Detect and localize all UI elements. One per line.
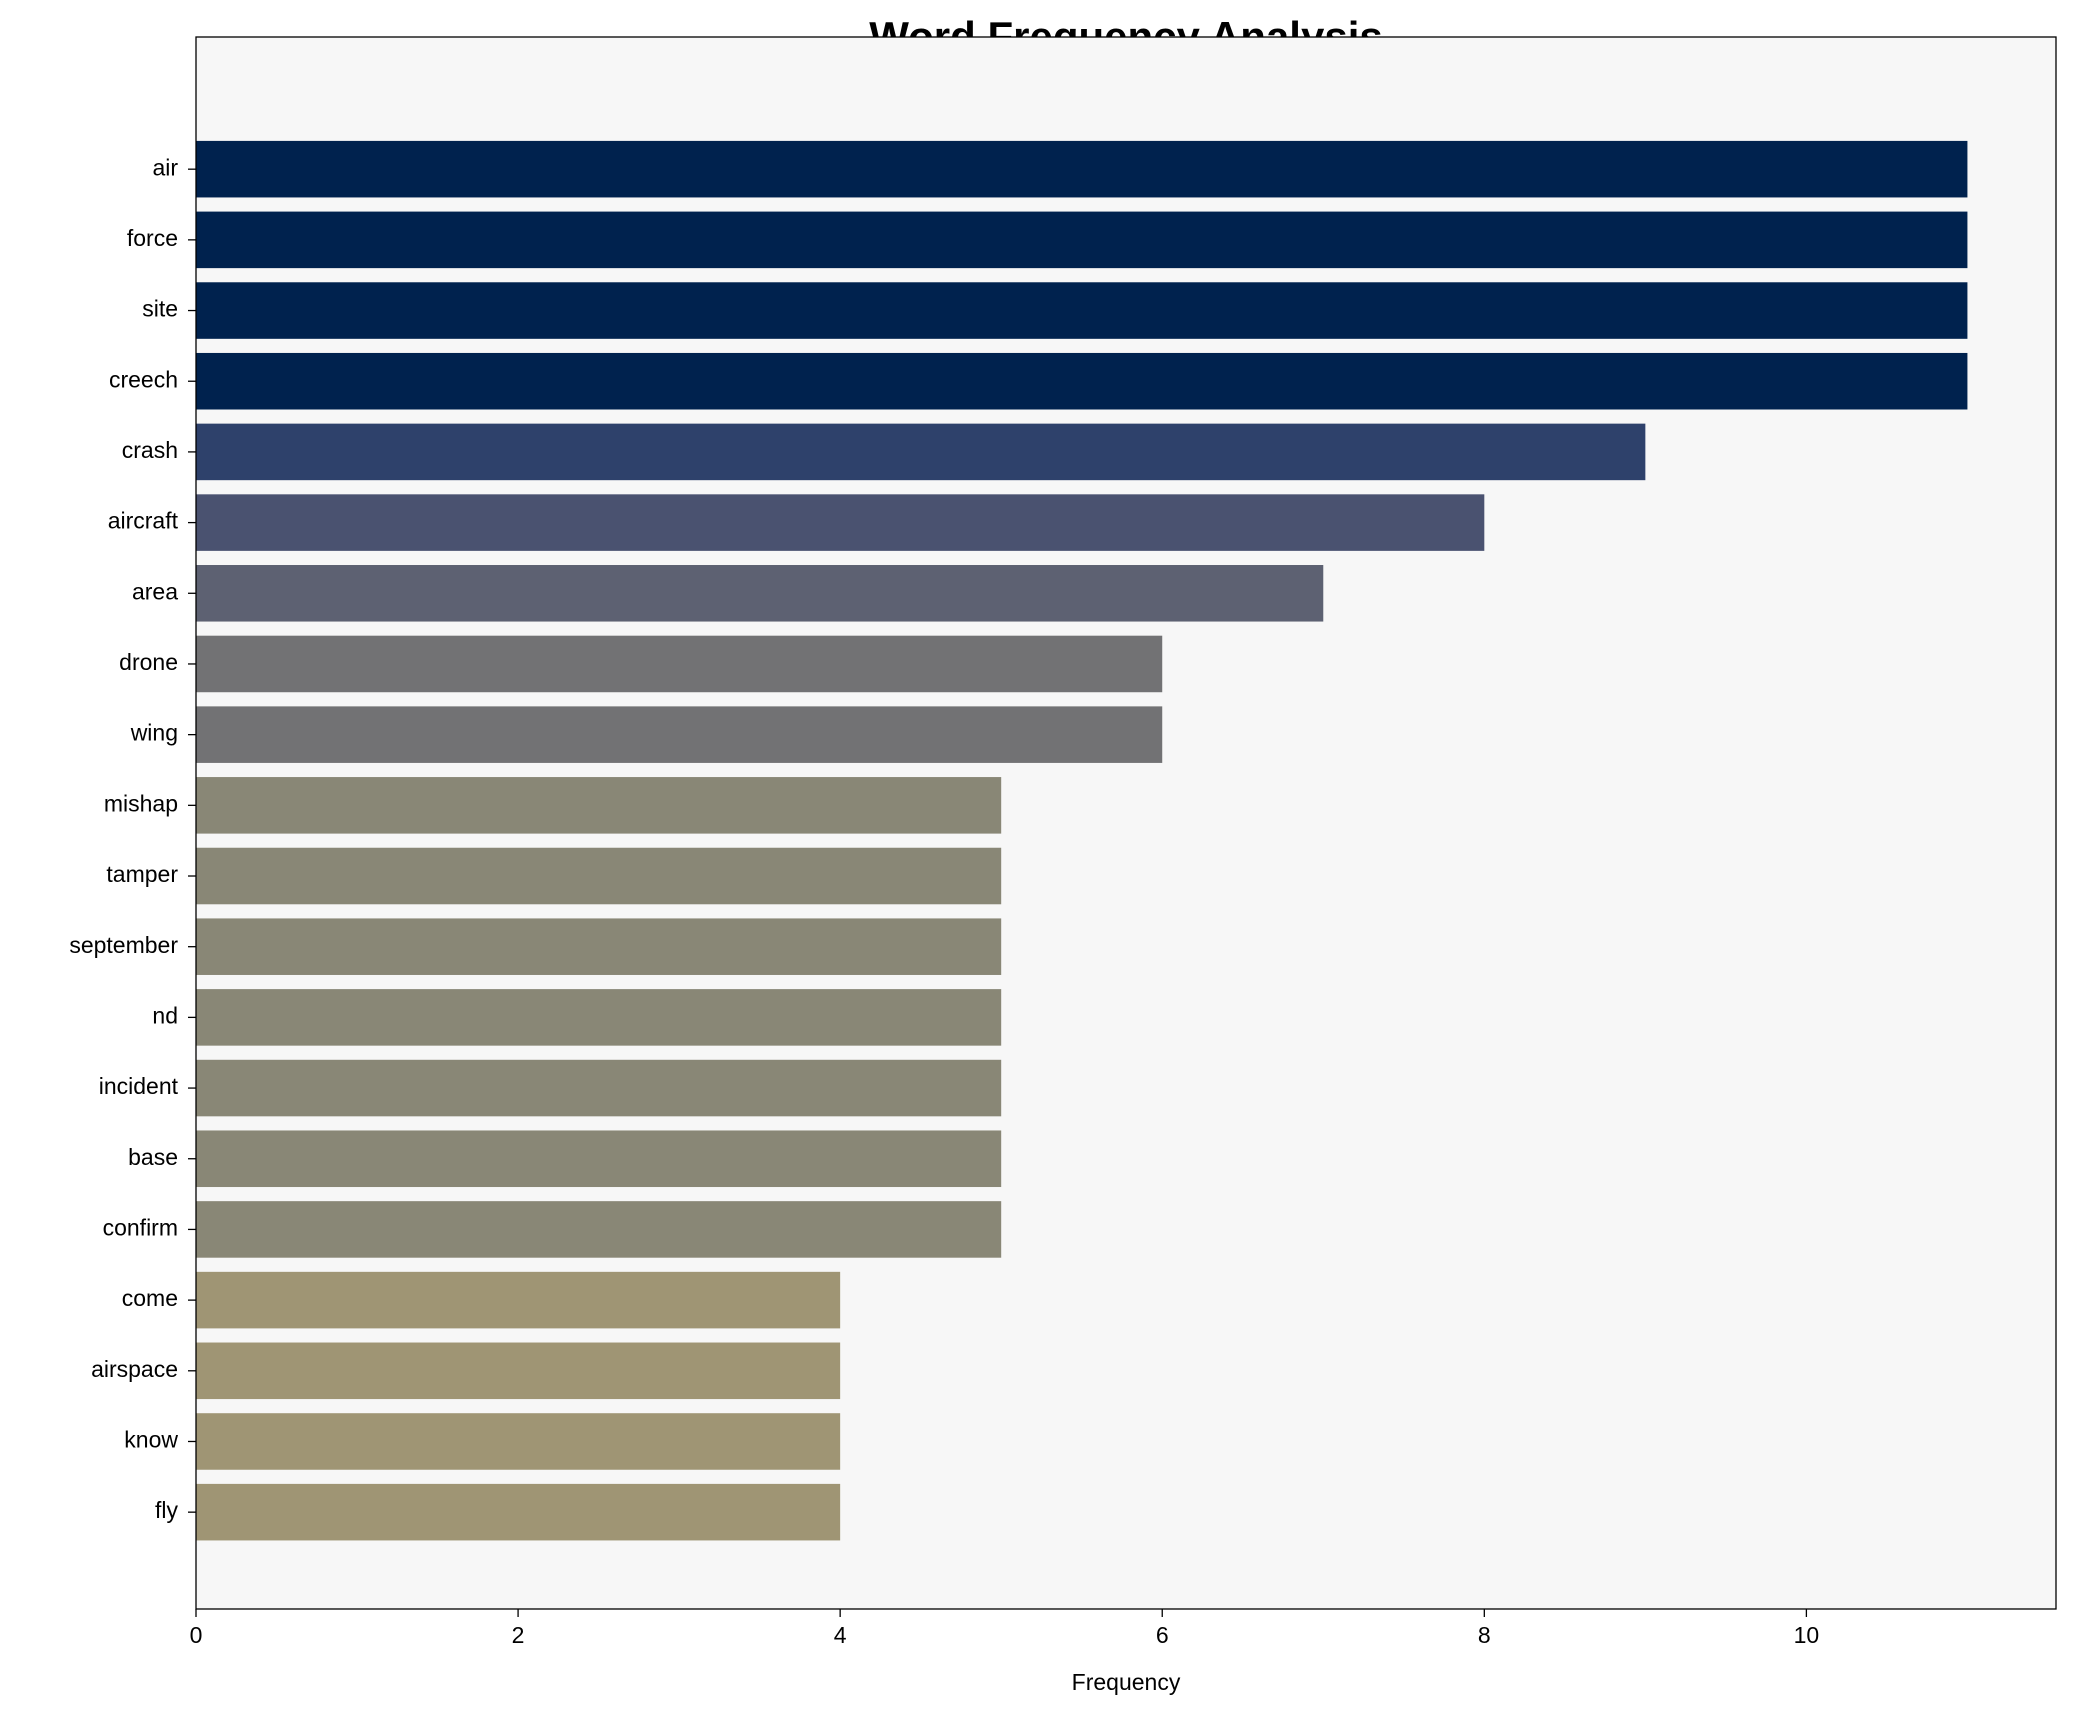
- bar: [196, 1483, 841, 1541]
- y-tick-label: area: [132, 578, 178, 604]
- bar: [196, 635, 1163, 693]
- y-tick-label: tamper: [106, 861, 178, 887]
- bar: [196, 282, 1968, 339]
- x-tick-label: 4: [834, 1622, 847, 1648]
- y-tick-label: incident: [99, 1073, 179, 1099]
- bar: [196, 847, 1002, 905]
- x-tick-label: 10: [1794, 1622, 1820, 1648]
- y-tick-label: know: [124, 1427, 178, 1453]
- y-tick-label: aircraft: [108, 508, 179, 534]
- y-tick-label: september: [69, 932, 178, 958]
- y-tick-label: base: [128, 1144, 178, 1170]
- y-tick-label: airspace: [91, 1356, 178, 1382]
- bar: [196, 494, 1485, 551]
- bar: [196, 918, 1002, 975]
- bar: [196, 565, 1324, 622]
- y-tick-label: come: [122, 1285, 178, 1311]
- bar: [196, 352, 1968, 410]
- bar: [196, 211, 1968, 269]
- bar: [196, 1201, 1002, 1258]
- bar: [196, 989, 1002, 1046]
- bar: [196, 1059, 1002, 1117]
- y-tick-label: force: [127, 225, 178, 251]
- y-tick-label: air: [152, 154, 178, 180]
- bar: [196, 1130, 1002, 1188]
- y-tick-label: fly: [155, 1497, 179, 1523]
- bar: [196, 1342, 841, 1400]
- bar: [196, 777, 1002, 834]
- bar: [196, 1271, 841, 1329]
- y-tick-label: confirm: [103, 1215, 178, 1241]
- x-axis-label: Frequency: [1072, 1669, 1181, 1695]
- y-tick-label: crash: [122, 437, 178, 463]
- y-tick-label: wing: [130, 720, 178, 746]
- y-tick-label: creech: [109, 366, 178, 392]
- bar: [196, 706, 1163, 763]
- bar: [196, 140, 1968, 198]
- bar: [196, 423, 1646, 481]
- y-tick-label: mishap: [104, 790, 178, 816]
- plot-frame: [195, 36, 2057, 1610]
- x-tick-label: 2: [512, 1622, 525, 1648]
- y-tick-label: site: [142, 296, 178, 322]
- x-tick-label: 6: [1156, 1622, 1169, 1648]
- bar: [196, 1413, 841, 1470]
- y-tick-label: drone: [119, 649, 178, 675]
- y-tick-label: nd: [152, 1002, 178, 1028]
- x-tick-label: 0: [190, 1622, 203, 1648]
- x-tick-label: 8: [1478, 1622, 1491, 1648]
